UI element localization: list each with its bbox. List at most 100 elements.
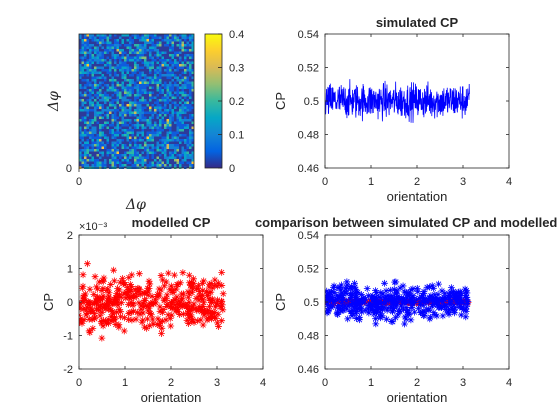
modelled-point: [87, 304, 95, 312]
heatmap-cell: [144, 76, 147, 79]
heatmap-cell: [101, 76, 104, 79]
heatmap-cell: [99, 51, 102, 54]
modelled-point: [173, 307, 181, 315]
heatmap-cell: [146, 41, 149, 44]
heatmap-cell: [141, 61, 144, 64]
heatmap-cell: [79, 51, 82, 54]
modelled-point: [204, 291, 212, 299]
heatmap-cell: [119, 66, 122, 69]
heatmap-cell: [84, 71, 87, 74]
heatmap-cell: [121, 139, 124, 142]
heatmap-cell: [161, 39, 164, 42]
heatmap-cell: [109, 131, 112, 134]
comparison-simulated-point: [375, 299, 382, 307]
heatmap-cell: [164, 149, 167, 152]
heatmap-cell: [181, 109, 184, 112]
comparison-simulated-point: [416, 301, 424, 309]
heatmap-cell: [106, 114, 109, 117]
comparison-simulated-point: [384, 291, 392, 299]
heatmap-cell: [169, 104, 172, 107]
heatmap-cell: [86, 89, 89, 92]
heatmap-cell: [156, 66, 159, 69]
heatmap-cell: [156, 134, 159, 137]
modelled-point: [187, 306, 195, 314]
heatmap-cell: [159, 126, 162, 129]
heatmap-cell: [159, 36, 162, 39]
heatmap-cell: [109, 104, 112, 107]
heatmap-cell: [91, 44, 94, 47]
heatmap-cell: [134, 136, 137, 139]
heatmap-cell: [134, 139, 137, 142]
heatmap-cell: [119, 114, 122, 117]
heatmap-cell: [129, 156, 132, 159]
heatmap-cell: [134, 34, 137, 37]
comparison-simulated-point: [433, 312, 441, 320]
heatmap-cell: [176, 131, 179, 134]
heatmap-cell: [114, 114, 117, 117]
heatmap-cell: [191, 36, 194, 39]
heatmap-cell: [86, 139, 89, 142]
heatmap-cell: [106, 154, 109, 157]
modelled-point: [98, 287, 106, 294]
heatmap-cell: [131, 101, 134, 104]
modelled-point: [81, 295, 89, 303]
heatmap-cell: [146, 104, 149, 107]
modelled-point: [211, 282, 218, 289]
heatmap-cell: [171, 131, 174, 134]
heatmap-cell: [116, 74, 119, 77]
heatmap-cell: [159, 104, 162, 107]
heatmap-cell: [164, 146, 167, 149]
heatmap-cell: [154, 69, 157, 72]
modelled-point: [138, 318, 146, 326]
modelled-point: [135, 270, 143, 278]
heatmap-cell: [176, 44, 179, 47]
heatmap-cell: [181, 99, 184, 102]
heatmap-cell: [91, 149, 94, 152]
heatmap-cell: [119, 61, 122, 64]
heatmap-cell: [146, 149, 149, 152]
modelled-point: [179, 269, 187, 277]
heatmap-cell: [171, 96, 174, 99]
heatmap-cell: [126, 64, 129, 67]
heatmap-cell: [139, 94, 142, 97]
comparison-simulated-point: [349, 290, 357, 298]
heatmap-cell: [184, 44, 187, 47]
heatmap-cell: [136, 109, 139, 112]
comparison-simulated-point: [426, 293, 433, 301]
heatmap-cell: [141, 34, 144, 37]
heatmap-cell: [189, 129, 192, 132]
heatmap-cell: [116, 94, 119, 97]
heatmap-cell: [189, 119, 192, 122]
heatmap-cell: [111, 134, 114, 137]
heatmap-cell: [121, 74, 124, 77]
heatmap-cell: [166, 39, 169, 42]
heatmap-cell: [134, 151, 137, 154]
heatmap-cell: [121, 49, 124, 52]
heatmap-cell: [101, 106, 104, 109]
heatmap-cell: [91, 109, 94, 112]
modelled-point: [168, 311, 176, 319]
heatmap-cell: [91, 69, 94, 72]
heatmap-cell: [124, 99, 127, 102]
modelled-point: [196, 288, 203, 296]
heatmap-cell: [99, 89, 102, 92]
heatmap-cell: [174, 61, 177, 64]
heatmap-cell: [119, 96, 122, 99]
heatmap-cell: [129, 91, 132, 94]
heatmap-cell: [119, 36, 122, 39]
heatmap-cell: [99, 66, 102, 69]
heatmap-cell: [191, 49, 194, 52]
modelled-point: [154, 290, 162, 298]
heatmap-cell: [184, 126, 187, 129]
comparison-simulated-point: [407, 316, 415, 324]
heatmap-cell: [111, 129, 114, 132]
heatmap-cell: [149, 66, 152, 69]
heatmap-cell: [151, 161, 154, 164]
heatmap-cell: [104, 121, 107, 124]
heatmap-cell: [129, 114, 132, 117]
heatmap-cell: [189, 74, 192, 77]
heatmap-cell: [171, 64, 174, 67]
heatmap-cell: [119, 91, 122, 94]
heatmap-cell: [174, 121, 177, 124]
